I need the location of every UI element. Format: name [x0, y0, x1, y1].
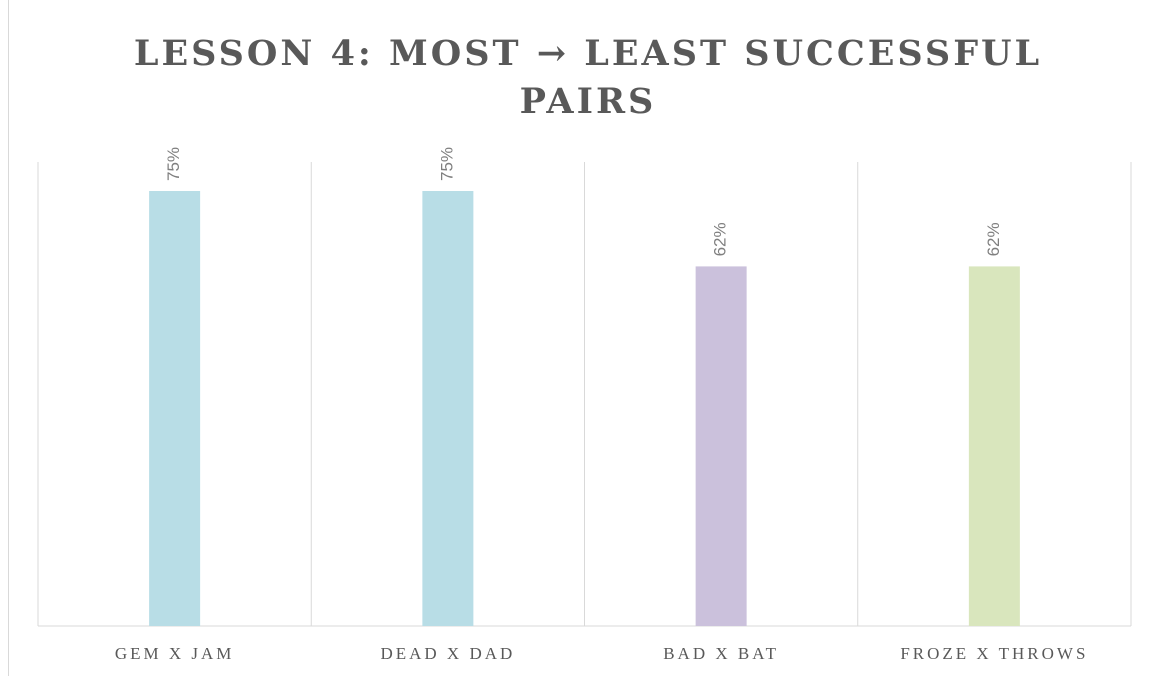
bar — [422, 191, 474, 626]
chart-border — [8, 0, 9, 676]
bar — [695, 266, 747, 626]
data-label: 75% — [437, 147, 456, 181]
x-tick-label: DEAD X DAD — [380, 644, 515, 663]
bar — [149, 191, 201, 626]
chart-title: LESSON 4: MOST → LEAST SUCCESSFUL PAIRS — [133, 33, 1043, 122]
bar — [968, 266, 1020, 626]
x-tick-label: GEM X JAM — [115, 644, 235, 663]
data-label: 62% — [984, 222, 1003, 256]
data-label: 75% — [164, 147, 183, 181]
x-tick-label: BAD X BAT — [663, 644, 779, 663]
x-tick-label: FROZE X THROWS — [900, 644, 1088, 663]
data-label: 62% — [711, 222, 730, 256]
